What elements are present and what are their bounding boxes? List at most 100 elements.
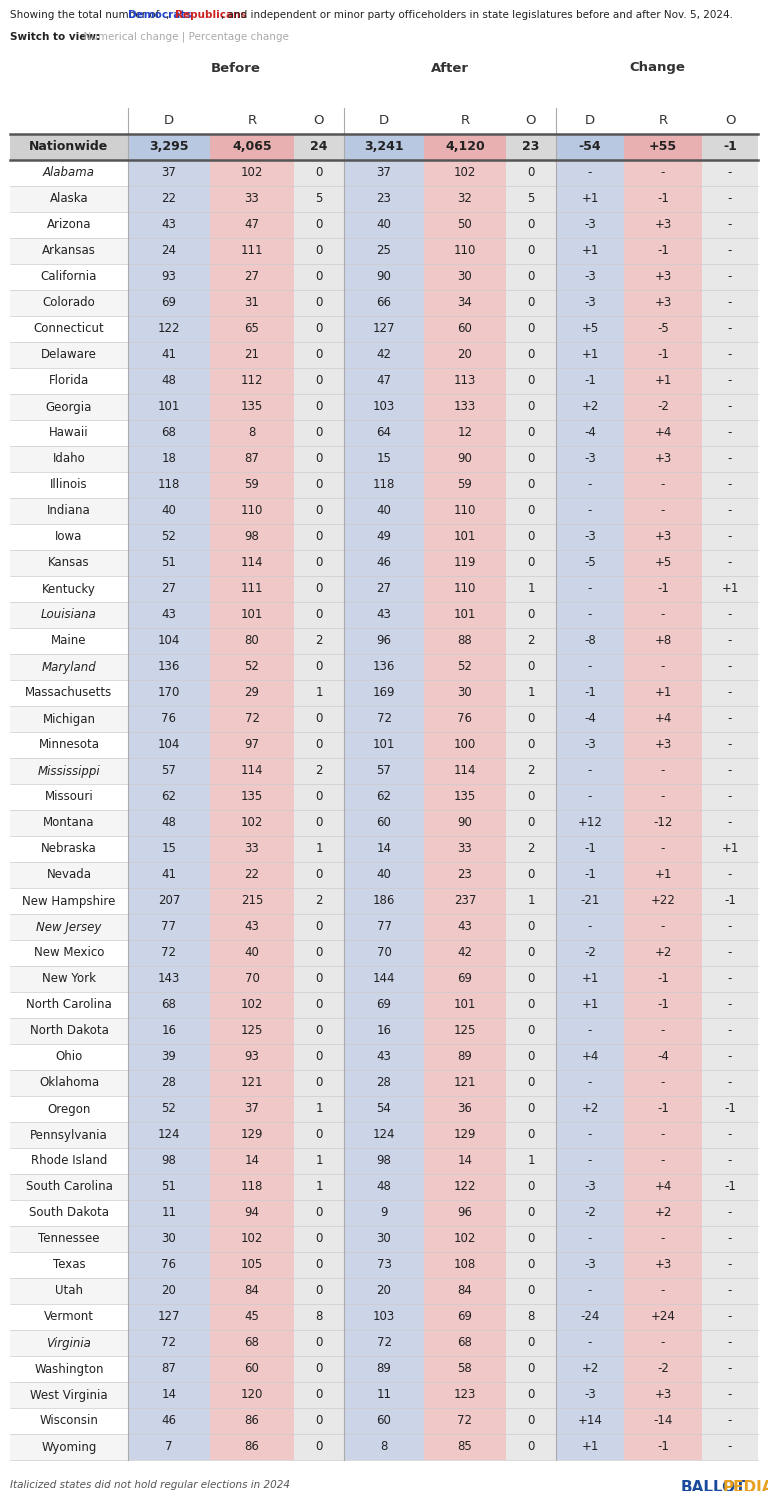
Text: 64: 64 [376,426,392,440]
Text: -: - [728,738,732,751]
Bar [624,889,702,914]
Bar [556,239,624,264]
Bar [10,1044,128,1071]
Bar [210,523,294,550]
Bar [506,1278,556,1305]
Text: 118: 118 [241,1181,263,1193]
Bar [294,160,344,186]
Bar [624,1226,702,1252]
Text: -: - [728,1336,732,1349]
Bar [294,473,344,498]
Text: -: - [728,999,732,1011]
Text: 43: 43 [376,1051,392,1063]
Text: 119: 119 [454,556,476,570]
Bar [10,1096,128,1123]
Text: -5: -5 [584,556,596,570]
Bar [10,836,128,862]
Text: -: - [588,1285,592,1297]
Bar [10,1173,128,1200]
Bar [344,1226,424,1252]
Bar [128,655,210,680]
Text: +14: +14 [578,1415,602,1427]
Bar [344,757,424,784]
Bar [702,316,758,341]
Text: 50: 50 [458,219,472,231]
Text: +1: +1 [581,1440,599,1454]
Bar [556,1096,624,1123]
Bar [424,1226,506,1252]
Text: 101: 101 [454,608,476,622]
Bar [556,628,624,655]
Bar [128,160,210,186]
Text: -: - [728,608,732,622]
Text: 207: 207 [157,895,180,908]
Bar [506,992,556,1018]
Text: +3: +3 [654,1258,672,1272]
Text: 112: 112 [240,374,263,388]
Text: 113: 113 [454,374,476,388]
Text: -: - [660,479,665,492]
Bar [424,1252,506,1278]
Bar [624,264,702,291]
Bar [702,264,758,291]
Bar [424,239,506,264]
Bar [506,1434,556,1460]
Bar [128,1355,210,1382]
Bar [128,1305,210,1330]
Bar [556,186,624,212]
Text: +8: +8 [654,635,672,647]
Text: 129: 129 [454,1129,476,1142]
Bar [506,757,556,784]
Bar [424,862,506,889]
Bar [556,1434,624,1460]
Text: -: - [728,635,732,647]
Text: 11: 11 [161,1206,177,1220]
Bar [556,160,624,186]
Bar [506,1408,556,1434]
Bar [344,1278,424,1305]
Bar [556,291,624,316]
Text: 0: 0 [316,1024,323,1038]
Text: -8: -8 [584,635,596,647]
Text: 0: 0 [316,322,323,335]
Bar [702,992,758,1018]
Text: 12: 12 [458,426,472,440]
Text: -3: -3 [584,738,596,751]
Bar [424,1305,506,1330]
Text: -1: -1 [657,245,669,258]
Text: 102: 102 [241,999,263,1011]
Bar [294,341,344,368]
Text: 0: 0 [528,322,535,335]
Text: -4: -4 [657,1051,669,1063]
Bar [702,889,758,914]
Text: 97: 97 [244,738,260,751]
Bar [210,291,294,316]
Bar [344,732,424,757]
Bar [344,316,424,341]
Bar [128,1226,210,1252]
Text: +1: +1 [654,868,672,881]
Bar [128,810,210,836]
Text: 27: 27 [161,583,177,595]
Text: 1: 1 [315,1181,323,1193]
Text: -2: -2 [657,1363,669,1376]
Bar [344,1018,424,1044]
Text: 4,120: 4,120 [445,140,485,154]
Bar [210,368,294,394]
Text: 0: 0 [528,1206,535,1220]
Bar [424,498,506,523]
Text: 0: 0 [528,1129,535,1142]
Text: 30: 30 [458,270,472,283]
Bar [294,1148,344,1173]
Text: 114: 114 [240,556,263,570]
Text: 31: 31 [244,297,260,310]
Bar [702,550,758,576]
Bar [344,889,424,914]
Bar [344,368,424,394]
Text: -: - [660,661,665,674]
Text: +3: +3 [654,270,672,283]
Text: 42: 42 [458,947,472,960]
Text: 7: 7 [165,1440,173,1454]
Text: 48: 48 [376,1181,392,1193]
Text: 135: 135 [241,401,263,413]
